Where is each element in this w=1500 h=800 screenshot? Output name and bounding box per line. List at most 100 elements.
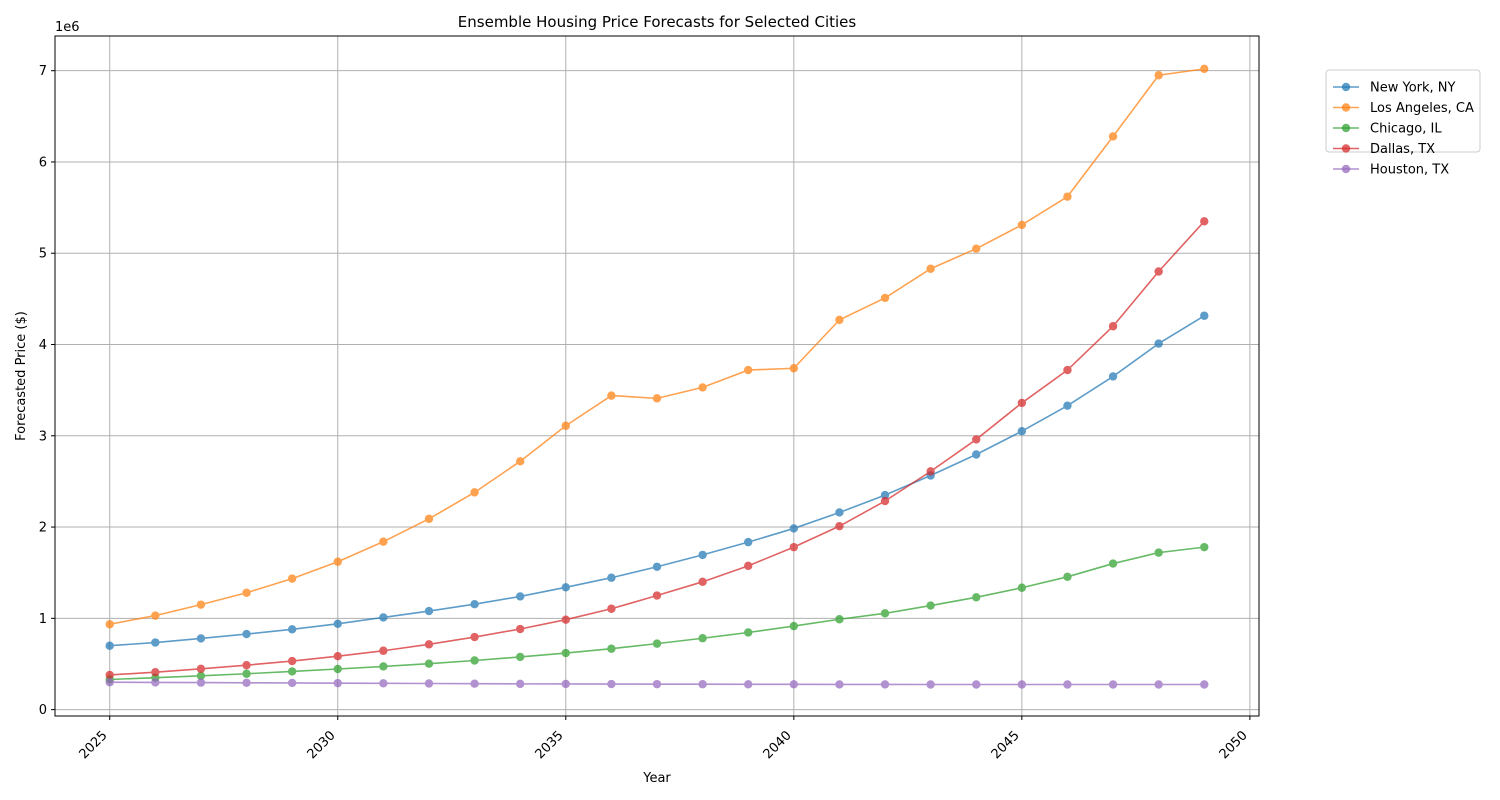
- x-tick-label: 2040: [761, 728, 795, 762]
- data-point: [789, 542, 799, 552]
- data-point: [470, 599, 479, 609]
- data-point: [652, 679, 662, 689]
- data-point: [1108, 132, 1118, 141]
- data-point: [105, 678, 114, 687]
- legend-item: Los Angeles, CA: [1333, 101, 1474, 116]
- data-point: [1154, 680, 1163, 689]
- data-point: [744, 365, 753, 375]
- y-tick-label: 4: [39, 338, 47, 353]
- data-point: [242, 678, 251, 687]
- y-tick-label: 5: [39, 247, 47, 262]
- data-point: [470, 656, 479, 665]
- data-point: [789, 680, 799, 689]
- data-point: [424, 606, 434, 616]
- data-point: [196, 600, 206, 609]
- data-point: [196, 634, 206, 643]
- data-point: [1017, 680, 1027, 689]
- data-point: [880, 496, 890, 506]
- data-point: [424, 679, 434, 688]
- data-point: [287, 667, 297, 676]
- data-point: [972, 593, 981, 602]
- data-point: [1108, 372, 1118, 381]
- data-point: [880, 680, 890, 689]
- data-point: [470, 679, 479, 688]
- data-point: [972, 435, 981, 444]
- data-point: [835, 521, 844, 531]
- y-tick-label: 6: [39, 155, 47, 170]
- data-point: [607, 644, 616, 653]
- x-tick-label: 2050: [1217, 728, 1251, 762]
- data-point: [333, 619, 342, 629]
- data-point: [561, 648, 570, 658]
- legend-item: New York, NY: [1333, 81, 1456, 96]
- data-point: [698, 383, 707, 392]
- data-point: [1063, 401, 1072, 410]
- data-point: [744, 537, 753, 547]
- grid-lines: [55, 36, 1259, 716]
- data-point: [1200, 542, 1209, 552]
- data-point: [424, 514, 434, 524]
- data-point: [151, 638, 160, 647]
- data-point: [926, 467, 935, 476]
- data-point: [333, 678, 342, 688]
- data-point: [561, 583, 570, 592]
- data-point: [196, 671, 206, 681]
- data-point: [972, 450, 981, 459]
- x-tick-label: 2025: [77, 728, 111, 762]
- x-tick-label: 2030: [305, 728, 339, 762]
- data-point: [242, 629, 251, 639]
- series-1: [105, 64, 1209, 629]
- y-axis-title: Forecasted Price ($): [14, 311, 29, 441]
- data-point: [515, 679, 525, 689]
- data-point: [515, 592, 525, 601]
- data-point: [1063, 192, 1072, 201]
- data-point: [105, 641, 114, 650]
- data-point: [1200, 680, 1209, 689]
- series-3: [105, 217, 1209, 680]
- y-axis-offset-label: 1e6: [55, 20, 80, 35]
- data-point: [880, 490, 890, 500]
- data-point: [652, 591, 662, 600]
- series-line: [109, 220, 1205, 676]
- data-point: [972, 680, 981, 689]
- data-point: [470, 488, 479, 497]
- legend-label: Dallas, TX: [1370, 142, 1435, 157]
- y-tick-label: 7: [39, 64, 47, 79]
- data-point: [698, 550, 707, 560]
- data-point: [470, 632, 479, 642]
- data-point: [379, 646, 388, 655]
- data-point: [789, 364, 799, 373]
- legend-marker: [1341, 103, 1351, 112]
- legend-item: Dallas, TX: [1333, 142, 1435, 157]
- data-point: [561, 421, 570, 430]
- legend-marker: [1341, 144, 1351, 153]
- data-point: [561, 679, 570, 689]
- data-point: [1108, 322, 1118, 331]
- data-point: [607, 604, 616, 613]
- data-point: [880, 293, 890, 303]
- data-point: [835, 508, 844, 517]
- legend-label: Chicago, IL: [1370, 122, 1442, 137]
- data-point: [652, 639, 662, 648]
- data-point: [242, 588, 251, 597]
- legend-box: [1325, 69, 1481, 153]
- data-point: [972, 244, 981, 253]
- data-point: [105, 620, 114, 629]
- data-point: [196, 678, 206, 687]
- data-point: [151, 611, 160, 620]
- legend-label: New York, NY: [1370, 81, 1456, 96]
- x-tick-label: 2045: [989, 728, 1023, 762]
- data-point: [424, 659, 434, 668]
- data-point: [926, 264, 935, 273]
- data-point: [196, 664, 206, 674]
- data-point: [379, 679, 388, 688]
- data-point: [515, 457, 525, 466]
- data-point: [1154, 267, 1163, 276]
- data-point: [926, 680, 935, 689]
- data-point: [1108, 559, 1118, 568]
- data-point: [652, 394, 662, 403]
- data-point: [424, 640, 434, 649]
- data-point: [515, 624, 525, 634]
- legend-marker: [1341, 164, 1351, 174]
- data-point: [1063, 680, 1072, 689]
